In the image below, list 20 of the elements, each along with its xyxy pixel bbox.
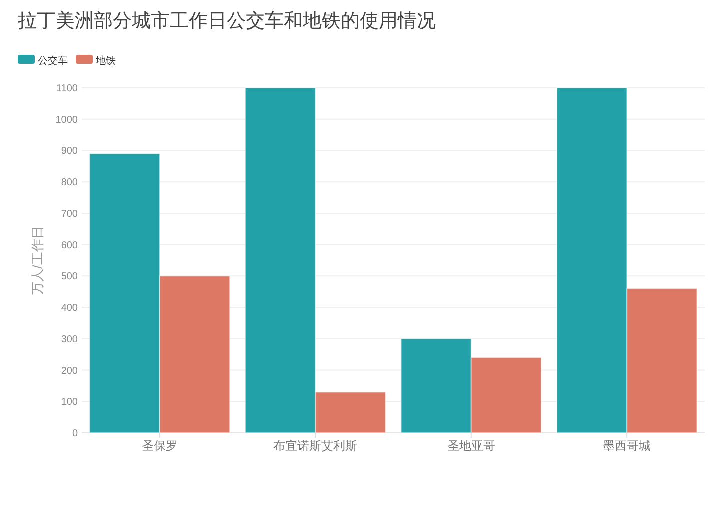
legend-label: 地铁 [95, 55, 116, 67]
y-tick-label: 1000 [56, 114, 78, 126]
y-tick-label: 1100 [56, 84, 78, 94]
chart-title: 拉丁美洲部分城市工作日公交车和地铁的使用情况 [18, 10, 436, 32]
x-tick-label: 圣保罗 [142, 439, 178, 453]
y-tick-label: 700 [61, 208, 78, 220]
x-tick-label: 墨西哥城 [603, 439, 652, 453]
y-tick-label: 200 [61, 366, 78, 377]
x-tick-label: 布宜诺斯艾利斯 [274, 439, 358, 453]
y-tick-label: 900 [61, 146, 78, 158]
y-tick-label: 500 [61, 272, 78, 283]
y-tick-label: 800 [61, 178, 78, 189]
x-tick-label: 圣地亚哥 [447, 439, 496, 453]
y-tick-label: 100 [61, 397, 78, 408]
y-tick-label: 0 [72, 428, 78, 440]
y-axis-title: 万人/工作日 [30, 226, 45, 295]
y-tick-label: 300 [61, 334, 78, 346]
legend-label: 公交车 [38, 55, 68, 67]
y-tick-label: 600 [61, 240, 78, 252]
y-tick-label: 400 [61, 303, 78, 314]
